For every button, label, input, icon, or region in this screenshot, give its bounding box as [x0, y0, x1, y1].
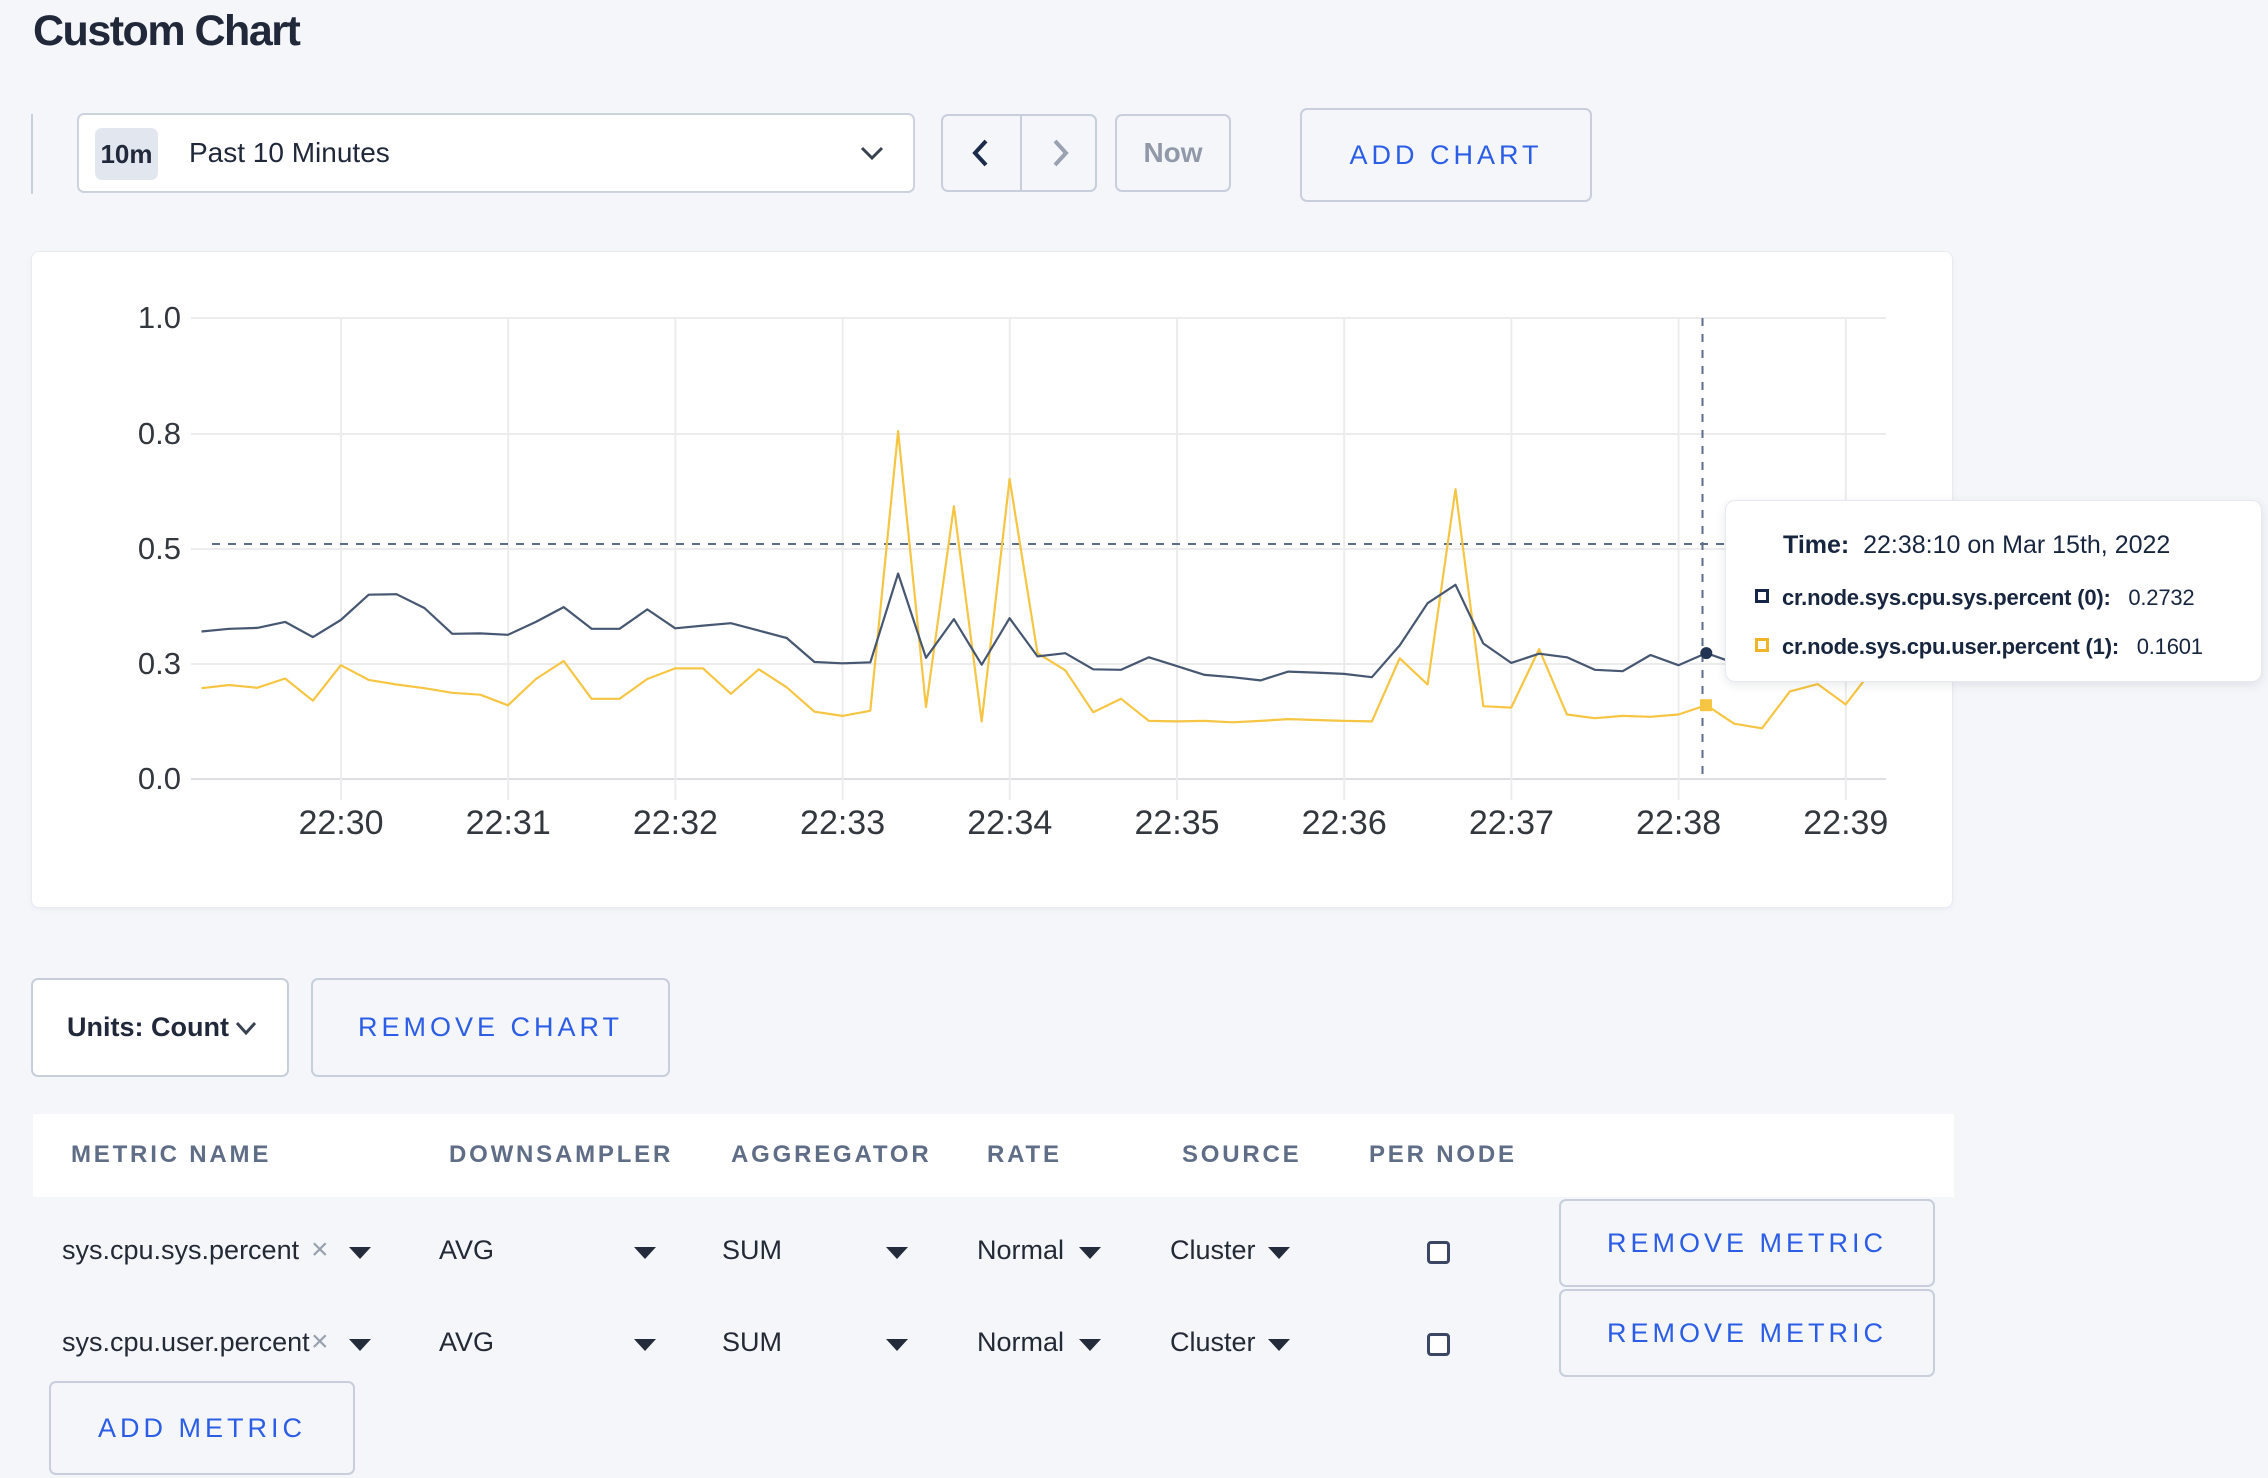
svg-text:0.5: 0.5 — [138, 531, 181, 566]
svg-text:22:34: 22:34 — [967, 804, 1052, 842]
svg-text:22:33: 22:33 — [800, 804, 885, 842]
svg-text:22:35: 22:35 — [1134, 804, 1219, 842]
svg-text:1.0: 1.0 — [138, 300, 181, 335]
svg-text:0.8: 0.8 — [138, 416, 181, 451]
svg-text:22:36: 22:36 — [1302, 804, 1387, 842]
svg-text:22:39: 22:39 — [1803, 804, 1888, 842]
svg-text:22:31: 22:31 — [466, 804, 551, 842]
svg-text:22:38: 22:38 — [1636, 804, 1721, 842]
svg-text:22:30: 22:30 — [298, 804, 383, 842]
svg-text:0.0: 0.0 — [138, 761, 181, 796]
svg-text:0.3: 0.3 — [138, 646, 181, 681]
svg-text:22:37: 22:37 — [1469, 804, 1554, 842]
svg-text:22:32: 22:32 — [633, 804, 718, 842]
